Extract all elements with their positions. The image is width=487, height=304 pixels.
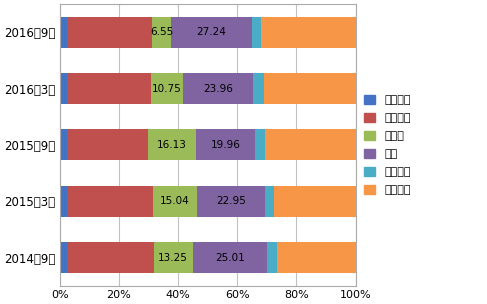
Bar bbox=[60, 73, 67, 104]
Bar bbox=[265, 130, 356, 161]
Text: 25.01: 25.01 bbox=[215, 253, 244, 263]
Legend: 証券会社, 事業会社, 外国人, 個人, 自己株式, 金融機関: 証券会社, 事業会社, 外国人, 個人, 自己株式, 金融機関 bbox=[364, 95, 411, 195]
Bar bbox=[253, 73, 264, 104]
Bar bbox=[193, 242, 267, 273]
Bar bbox=[60, 242, 67, 273]
Bar bbox=[67, 242, 153, 273]
Bar bbox=[153, 242, 193, 273]
Bar bbox=[67, 186, 153, 217]
Bar bbox=[60, 186, 67, 217]
Bar bbox=[255, 130, 265, 161]
Bar bbox=[67, 73, 151, 104]
Bar bbox=[261, 17, 356, 48]
Bar bbox=[274, 186, 356, 217]
Text: 23.96: 23.96 bbox=[203, 84, 233, 94]
Bar bbox=[67, 130, 148, 161]
Text: 19.96: 19.96 bbox=[210, 140, 241, 150]
Bar bbox=[265, 186, 274, 217]
Bar bbox=[153, 186, 197, 217]
Text: 16.13: 16.13 bbox=[157, 140, 187, 150]
Bar bbox=[152, 17, 171, 48]
Text: 10.75: 10.75 bbox=[152, 84, 182, 94]
Bar bbox=[196, 130, 255, 161]
Text: 27.24: 27.24 bbox=[197, 27, 226, 37]
Bar bbox=[171, 17, 252, 48]
Bar bbox=[60, 17, 67, 48]
Text: 22.95: 22.95 bbox=[216, 196, 246, 206]
Bar bbox=[183, 73, 253, 104]
Bar bbox=[264, 73, 356, 104]
Bar bbox=[277, 242, 356, 273]
Bar bbox=[148, 130, 196, 161]
Text: 15.04: 15.04 bbox=[160, 196, 190, 206]
Bar bbox=[67, 17, 152, 48]
Text: 13.25: 13.25 bbox=[158, 253, 188, 263]
Bar bbox=[60, 130, 67, 161]
Text: 6.55: 6.55 bbox=[150, 27, 173, 37]
Bar bbox=[197, 186, 265, 217]
Bar bbox=[267, 242, 277, 273]
Bar bbox=[252, 17, 261, 48]
Bar bbox=[151, 73, 183, 104]
